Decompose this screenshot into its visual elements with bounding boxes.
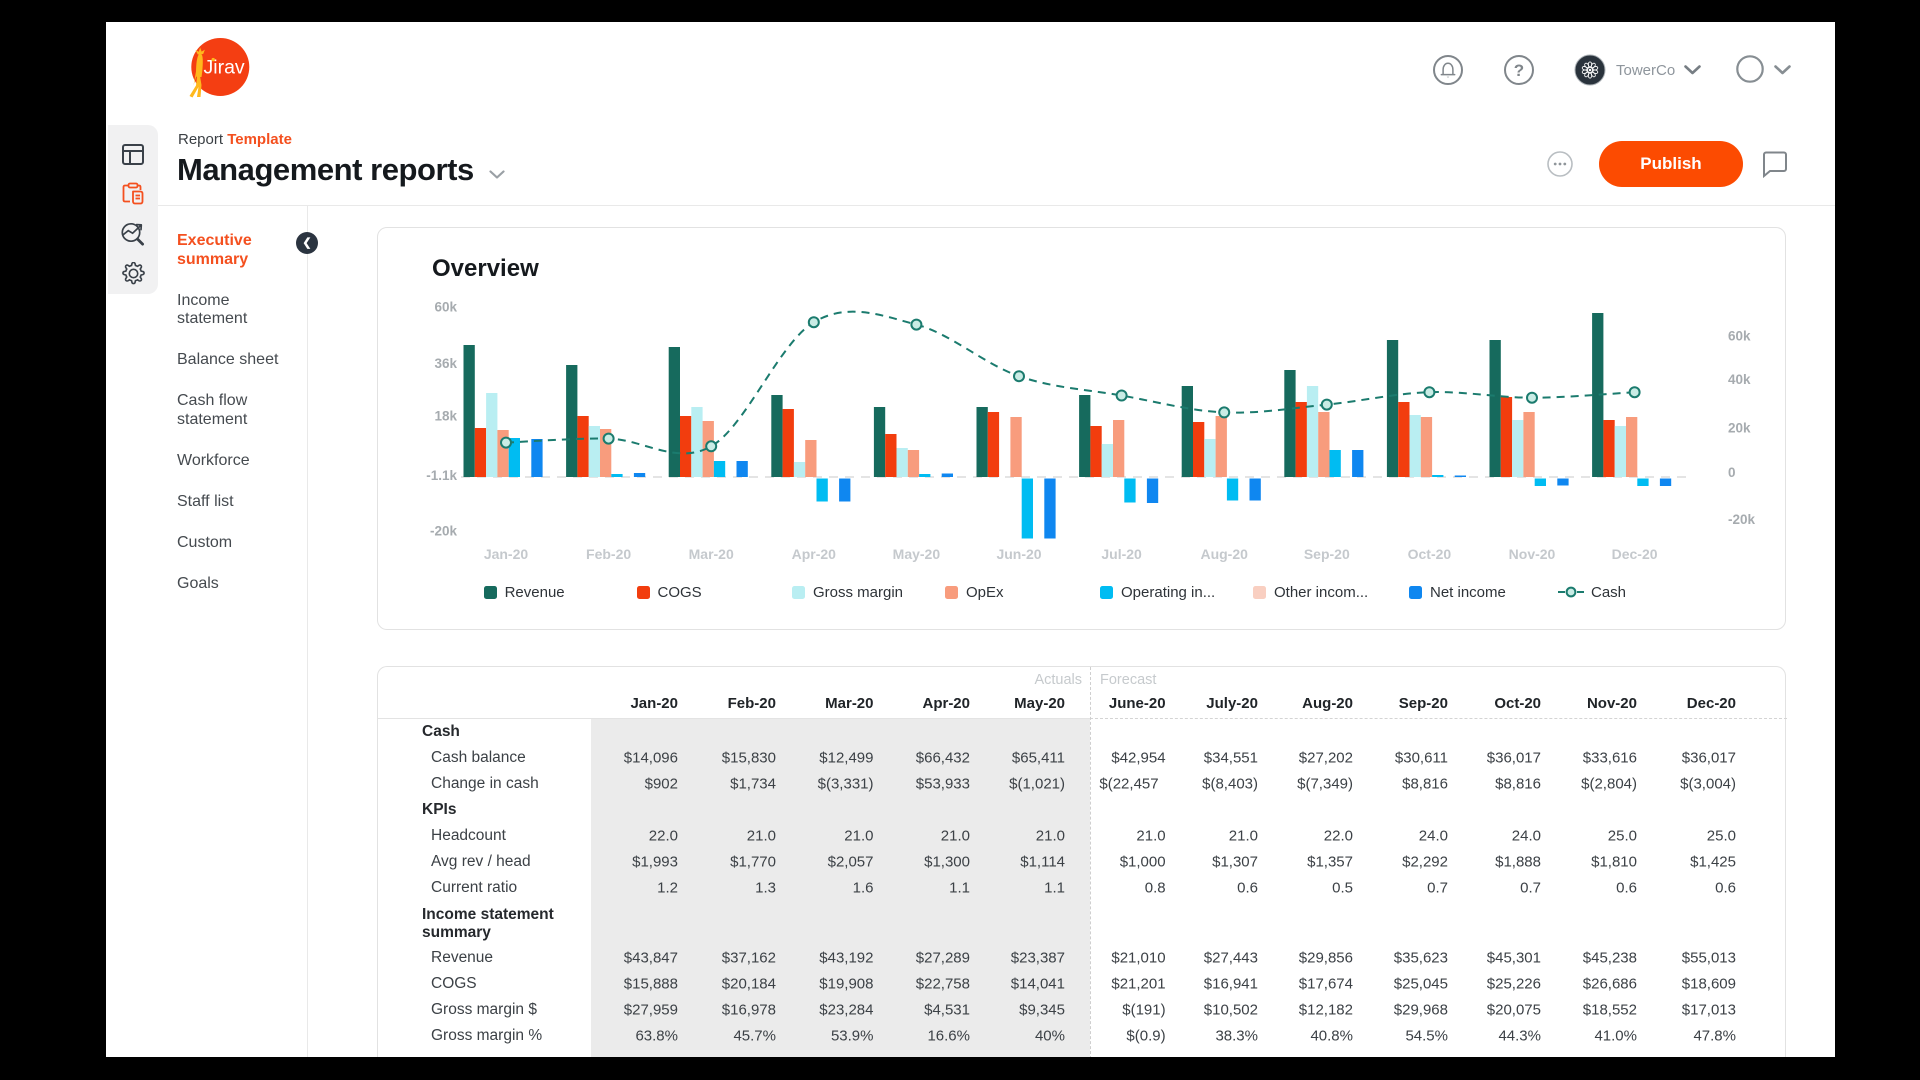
- svg-text:-1.1k: -1.1k: [426, 468, 457, 483]
- svg-text:May-20: May-20: [893, 546, 941, 562]
- svg-text:20k: 20k: [1728, 420, 1751, 435]
- svg-text:Apr-20: Apr-20: [792, 546, 837, 562]
- svg-text:18k: 18k: [434, 408, 457, 423]
- svg-text:Jul-20: Jul-20: [1101, 546, 1142, 562]
- svg-text:36k: 36k: [434, 356, 457, 371]
- svg-text:Aug-20: Aug-20: [1200, 546, 1248, 562]
- svg-text:40k: 40k: [1728, 372, 1751, 387]
- svg-text:Oct-20: Oct-20: [1408, 546, 1452, 562]
- svg-text:Sep-20: Sep-20: [1304, 546, 1350, 562]
- svg-text:Jirav: Jirav: [204, 57, 245, 79]
- svg-text:Feb-20: Feb-20: [586, 546, 631, 562]
- svg-text:Dec-20: Dec-20: [1612, 546, 1658, 562]
- svg-text:-20k: -20k: [430, 523, 458, 538]
- svg-text:60k: 60k: [1728, 329, 1751, 344]
- svg-text:Jun-20: Jun-20: [996, 546, 1041, 562]
- svg-text:Mar-20: Mar-20: [689, 546, 734, 562]
- svg-text:60k: 60k: [434, 300, 457, 315]
- svg-text:?: ?: [1514, 61, 1524, 80]
- svg-text:0: 0: [1728, 465, 1736, 480]
- svg-text:Jan-20: Jan-20: [484, 546, 529, 562]
- svg-text:Nov-20: Nov-20: [1509, 546, 1556, 562]
- svg-text:-20k: -20k: [1728, 512, 1756, 527]
